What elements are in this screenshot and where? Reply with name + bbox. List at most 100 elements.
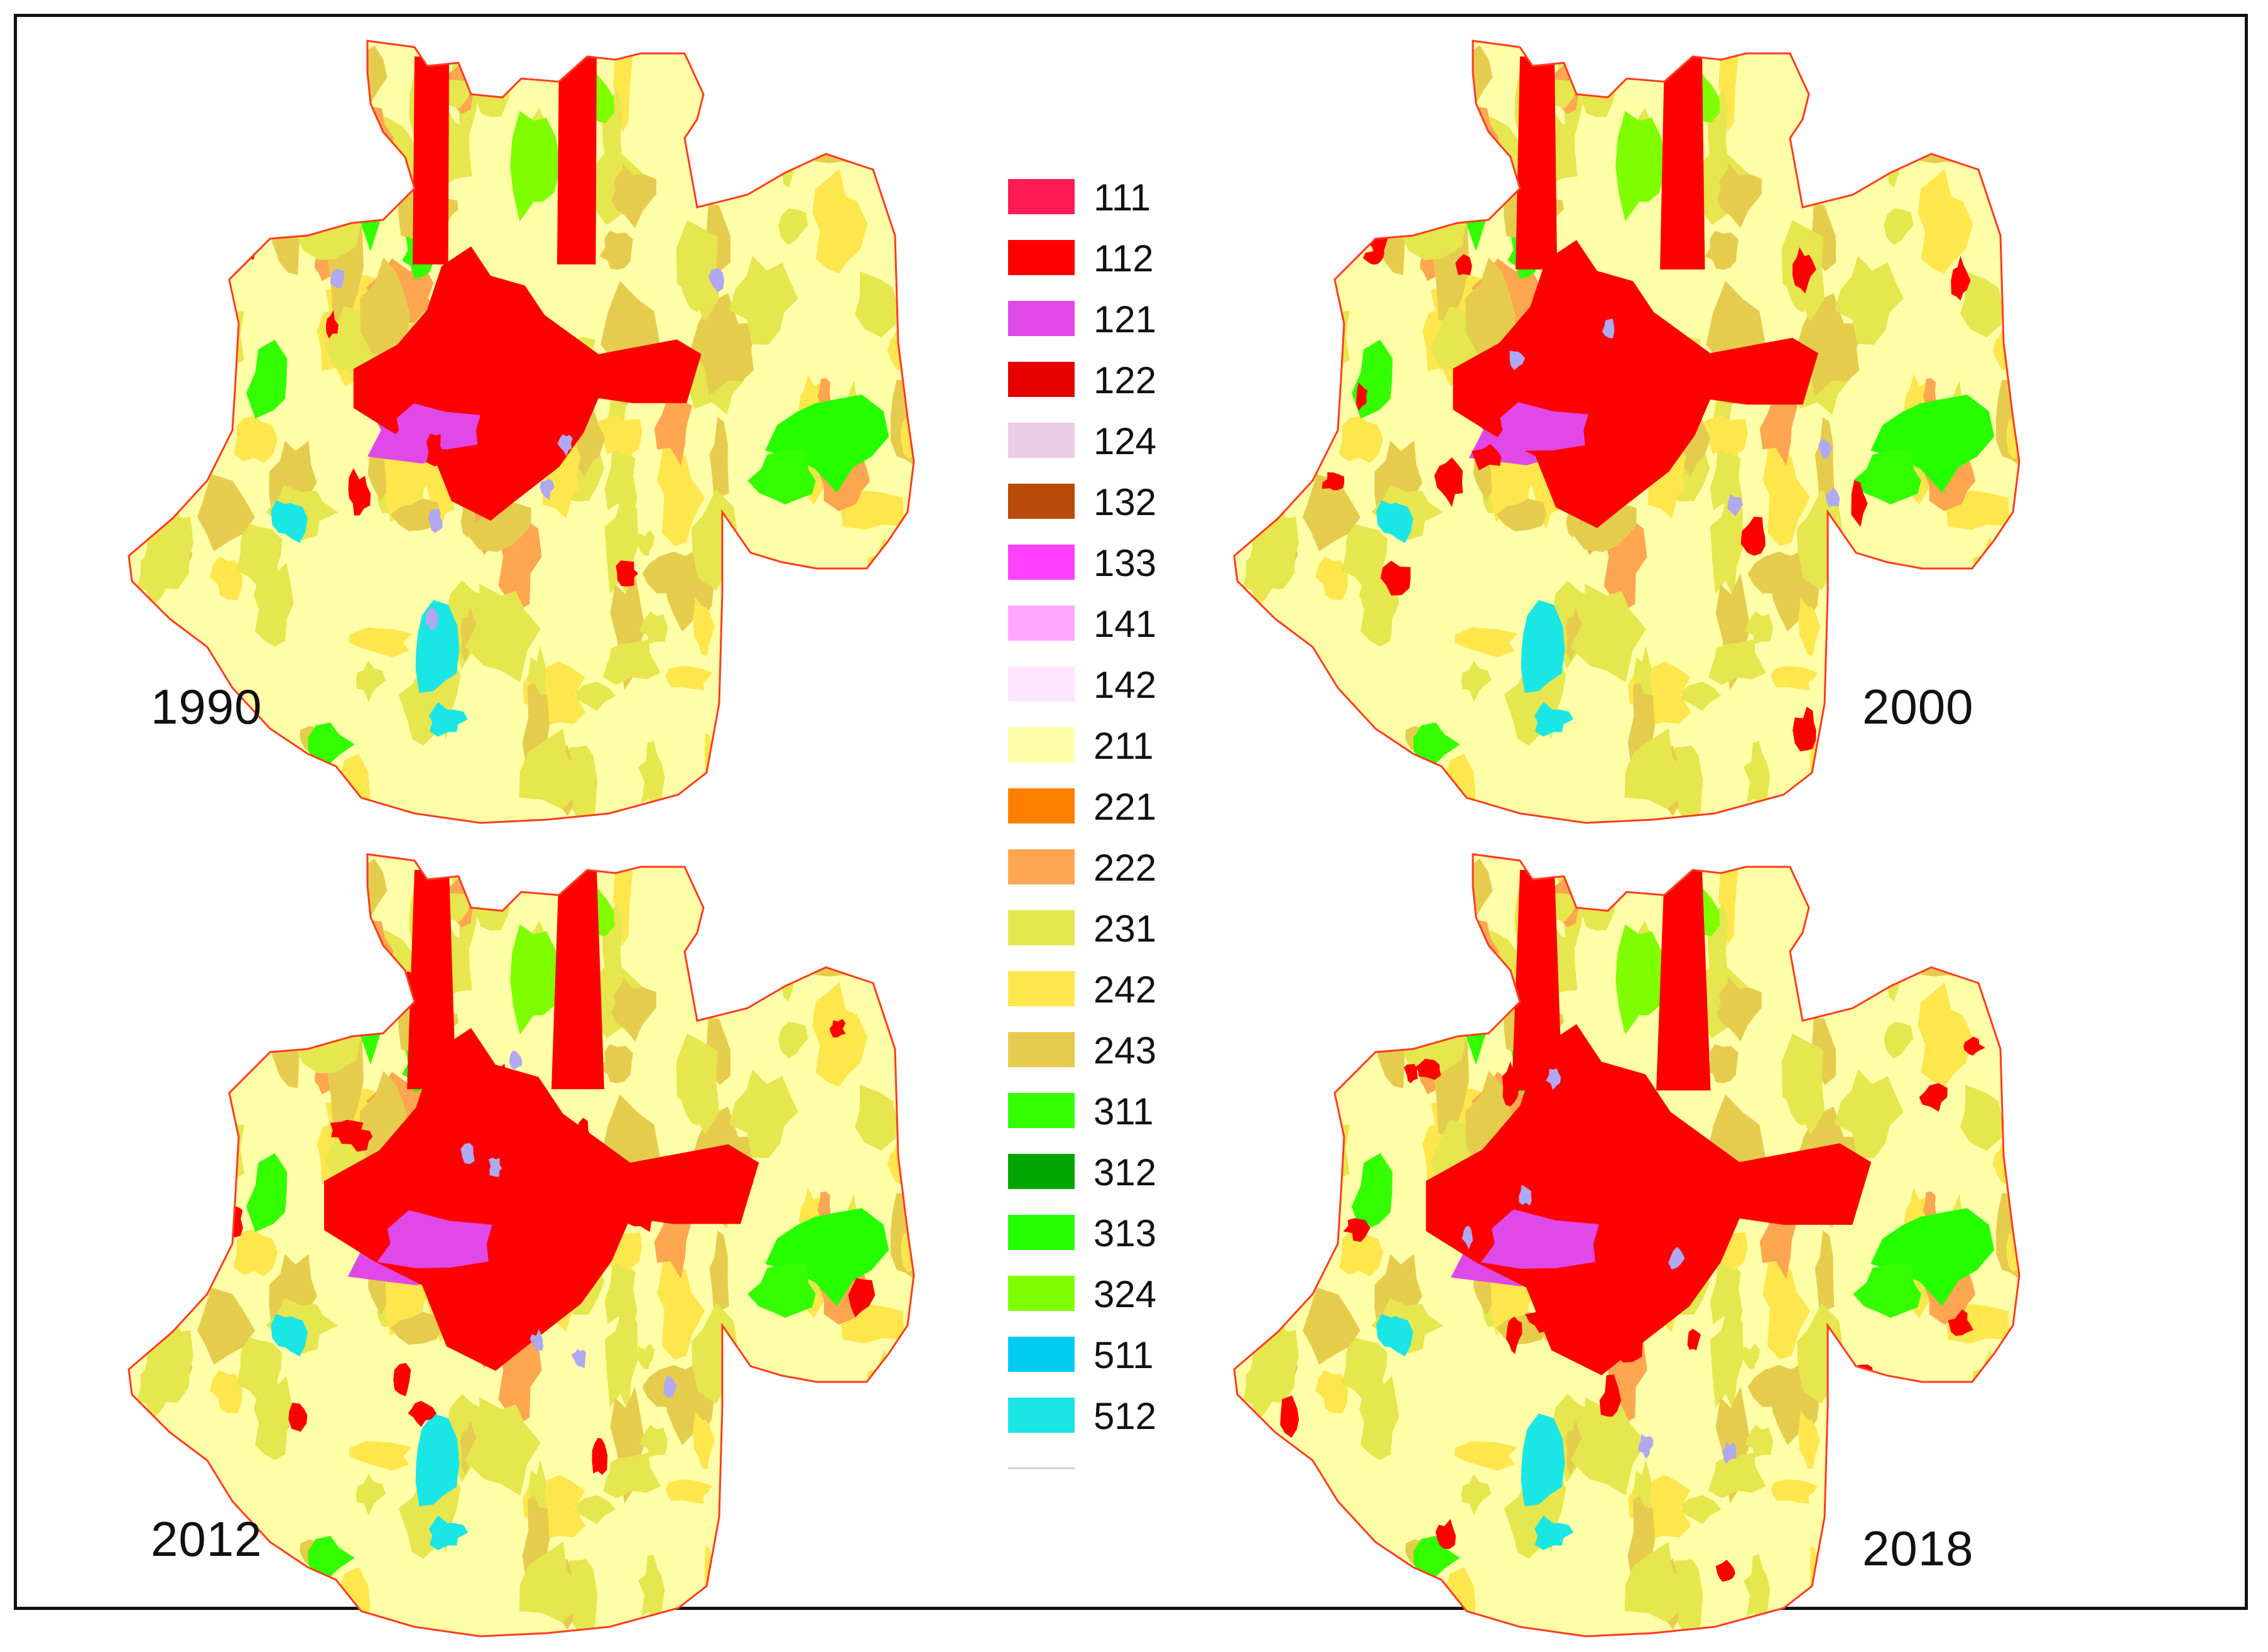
patch-222 — [1923, 1191, 1936, 1218]
water-patch — [1300, 1543, 1313, 1559]
patch-231 — [891, 1594, 914, 1636]
patch-242 — [210, 557, 243, 600]
legend-swatch-112 — [1008, 240, 1075, 275]
patch-231 — [1681, 1495, 1722, 1524]
legend-code-121: 121 — [1093, 298, 1157, 340]
patch-243 — [690, 293, 759, 396]
patch-231 — [603, 639, 661, 685]
forest-patch — [308, 722, 355, 764]
patch-242 — [190, 854, 205, 886]
water-patch — [428, 702, 469, 737]
patch-243 — [1919, 592, 1977, 691]
patch-231 — [603, 1452, 661, 1499]
patch-243 — [599, 1044, 633, 1084]
legend-code-124: 124 — [1093, 420, 1157, 462]
patch-231 — [1319, 1607, 1363, 1636]
patch-243 — [599, 231, 633, 270]
urban-core — [324, 1028, 759, 1371]
settlement-patch — [1793, 707, 1816, 752]
patch-243 — [869, 1459, 914, 1490]
patch-243 — [1323, 1579, 1339, 1618]
patch-231 — [1570, 584, 1646, 683]
forest-patch — [1853, 450, 1921, 504]
forest-patch — [765, 1208, 889, 1307]
legend-code-511: 511 — [1093, 1334, 1154, 1376]
lavender-patch — [540, 478, 555, 500]
settlement-patch — [616, 560, 639, 587]
legend-swatch-512 — [1008, 1398, 1075, 1433]
patch-242 — [190, 41, 205, 72]
patch-231 — [1234, 1480, 1274, 1508]
lavender-patch — [557, 434, 573, 457]
patch-231 — [214, 1607, 258, 1636]
patch-242 — [693, 1410, 715, 1469]
patch-231 — [1570, 1397, 1646, 1496]
urban-corridor — [557, 57, 597, 264]
legend-item-222: 222 — [1008, 849, 1171, 888]
legend-item-124: 124 — [1008, 423, 1171, 462]
patch-222 — [1469, 954, 1497, 984]
patch-243 — [642, 552, 698, 594]
patch-242 — [849, 90, 861, 146]
forest-patch — [1352, 1153, 1393, 1232]
lavender-patch — [708, 268, 725, 293]
patch-231 — [575, 682, 616, 711]
patch-242 — [1911, 1404, 1956, 1482]
legend-swatch-142 — [1008, 666, 1075, 702]
settlement-patch — [1792, 247, 1816, 294]
patch-231 — [1832, 854, 1860, 947]
map-2000-svg — [1233, 40, 2021, 824]
patch-242 — [349, 1441, 412, 1471]
urban-corridor — [1512, 870, 1563, 1090]
patch-231 — [807, 854, 825, 929]
patch-242 — [1454, 628, 1517, 658]
map-2018 — [1225, 842, 2054, 1652]
patch-231 — [169, 925, 183, 1005]
legend-swatch-221 — [1008, 788, 1075, 823]
patch-222 — [170, 985, 206, 1043]
patch-243 — [812, 1521, 850, 1546]
patch-222 — [1618, 854, 1644, 892]
patch-243 — [709, 416, 729, 507]
forest-patch — [246, 339, 288, 419]
patch-231 — [1359, 1376, 1399, 1460]
forest-patch — [308, 1536, 355, 1577]
forest-patch — [747, 1264, 816, 1318]
patch-242 — [1954, 904, 1967, 959]
patch-243 — [813, 1406, 871, 1504]
legend-divider — [1008, 1467, 1075, 1469]
patch-242 — [1339, 416, 1384, 464]
legend-swatch-324 — [1008, 1276, 1075, 1311]
patch-231 — [1274, 925, 1288, 1005]
patch-231 — [169, 112, 183, 192]
legend-code-231: 231 — [1093, 908, 1157, 950]
settlement-patch — [696, 992, 715, 1014]
settlement-patch — [1404, 1063, 1418, 1084]
legend-swatch-242 — [1008, 971, 1075, 1006]
patch-243 — [1715, 573, 1751, 690]
patch-243 — [217, 1579, 234, 1618]
legend-swatch-124 — [1008, 423, 1075, 458]
patch-243 — [1804, 910, 1830, 977]
patch-242 — [805, 590, 851, 669]
patch-231 — [638, 530, 654, 556]
patch-231 — [855, 271, 897, 338]
patch-231 — [803, 886, 862, 941]
patch-231 — [254, 562, 294, 647]
forest-patch — [246, 1153, 288, 1232]
patch-231 — [1744, 1425, 1773, 1457]
settlement-patch — [1357, 1550, 1391, 1589]
patch-222 — [817, 378, 831, 405]
patch-242 — [662, 1267, 705, 1360]
patch-243 — [1705, 1044, 1739, 1084]
patch-222 — [1469, 141, 1497, 171]
patch-242 — [1771, 666, 1818, 690]
patch-242 — [849, 904, 861, 959]
legend-code-211: 211 — [1093, 725, 1154, 767]
water-patch — [428, 1515, 469, 1550]
patch-243 — [1804, 96, 1830, 163]
patch-231 — [519, 728, 582, 809]
legend-swatch-121 — [1008, 301, 1075, 336]
water-patch — [1534, 1515, 1574, 1550]
patch-243 — [1975, 646, 2019, 677]
